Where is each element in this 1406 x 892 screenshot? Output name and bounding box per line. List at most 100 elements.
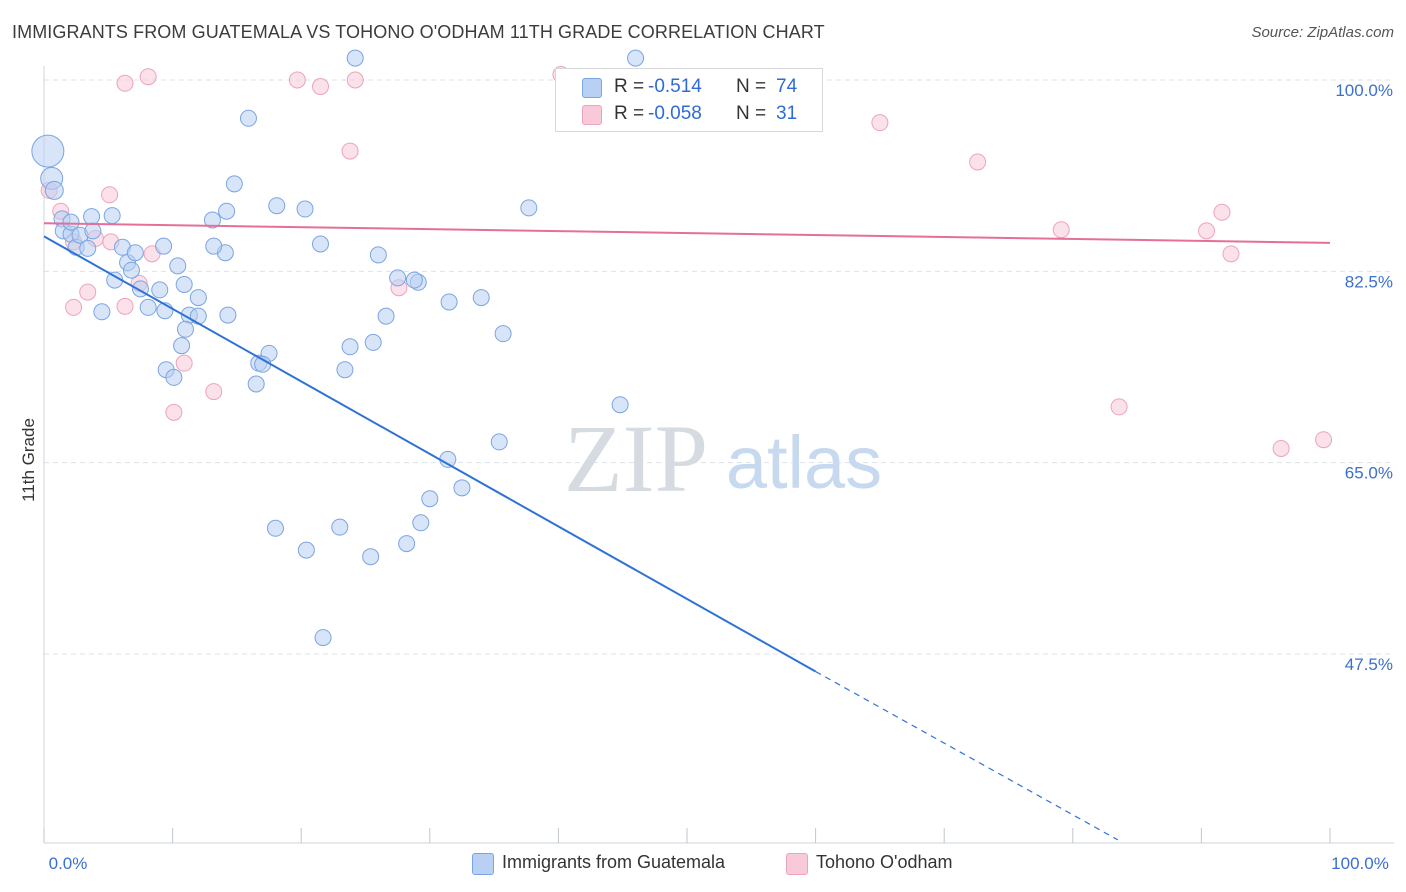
trend-layer xyxy=(43,222,1331,841)
guatemala-point xyxy=(453,479,471,497)
guatemala-point xyxy=(225,175,243,193)
tohono-point xyxy=(65,298,83,316)
guatemala-point xyxy=(189,289,207,307)
tohono-point xyxy=(205,383,223,401)
guatemala-point xyxy=(84,222,102,240)
guatemala-point xyxy=(296,200,314,218)
blue-points-layer xyxy=(31,49,665,647)
tohono-point xyxy=(1272,439,1290,457)
guatemala-point xyxy=(494,325,512,343)
guatemala-point xyxy=(203,211,221,229)
guatemala-point xyxy=(62,213,80,231)
legend-n-value: 31 xyxy=(776,103,798,124)
y-tick-label: 100.0% xyxy=(1335,81,1393,100)
guatemala-point xyxy=(311,235,329,253)
tohono-point xyxy=(116,74,134,92)
x-tick-label-right: 100.0% xyxy=(1331,854,1389,873)
legend-label-guatemala: Immigrants from Guatemala xyxy=(502,852,726,872)
legend-swatch-blue xyxy=(472,853,494,875)
guatemala-point xyxy=(175,275,193,293)
guatemala-point xyxy=(31,134,65,168)
tohono-point xyxy=(288,71,306,89)
watermark-atlas: atlas xyxy=(726,421,882,504)
guatemala-point xyxy=(173,337,191,355)
legend-label-tohono: Tohono O'odham xyxy=(816,852,953,872)
guatemala-point xyxy=(405,271,423,289)
guatemala-point xyxy=(205,237,223,255)
tohono-point xyxy=(1213,203,1231,221)
guatemala-point xyxy=(44,180,64,200)
watermark: ZIP atlas xyxy=(564,405,882,512)
watermark-zip: ZIP xyxy=(564,405,708,512)
guatemala-point xyxy=(139,298,157,316)
guatemala-point xyxy=(421,490,439,508)
guatemala-point xyxy=(83,208,101,226)
guatemala-point xyxy=(165,368,183,386)
tohono-point xyxy=(1198,222,1216,240)
guatemala-point xyxy=(472,289,490,307)
guatemala-point xyxy=(331,518,349,536)
legend-row-guatemala: R = -0.514 N = 74 xyxy=(556,74,822,102)
legend-n-label: N = xyxy=(736,103,767,124)
legend-r-value: -0.514 xyxy=(648,76,702,97)
guatemala-point xyxy=(79,239,97,257)
guatemala-point xyxy=(151,281,169,299)
tohono-point xyxy=(101,186,119,204)
tohono-point xyxy=(871,114,889,132)
tohono-point xyxy=(1110,398,1128,416)
tohono-point xyxy=(1052,221,1070,239)
tohono-point xyxy=(79,283,97,301)
tohono-point xyxy=(311,78,329,96)
chart-title: IMMIGRANTS FROM GUATEMALA VS TOHONO O'OD… xyxy=(12,22,825,42)
legend-r-label: R = xyxy=(614,76,645,97)
legend-swatch-pink xyxy=(582,105,602,125)
source-label: Source: ZipAtlas.com xyxy=(1251,24,1394,41)
y-axis-title: 11th Grade xyxy=(19,418,38,502)
tohono-point xyxy=(1222,245,1240,263)
guatemala-point xyxy=(490,433,508,451)
guatemala-point xyxy=(364,333,382,351)
grid-layer xyxy=(44,79,1394,655)
guatemala-point xyxy=(412,514,430,532)
y-tick-label: 47.5% xyxy=(1345,655,1393,674)
guatemala-point xyxy=(398,535,416,553)
guatemala-point xyxy=(611,396,629,414)
tohono-point xyxy=(175,354,193,372)
guatemala-point xyxy=(103,207,121,225)
guatemala-point xyxy=(314,629,332,647)
tohono-point xyxy=(341,142,359,160)
tohono-point xyxy=(165,403,183,421)
legend-n-label: N = xyxy=(736,76,767,97)
legend-swatch-blue xyxy=(582,78,602,98)
guatemala-point xyxy=(440,293,458,311)
guatemala-point xyxy=(239,109,257,127)
guatemala-point xyxy=(155,237,173,255)
tohono-point xyxy=(346,71,364,89)
x-tick-label-left: 0.0% xyxy=(49,854,88,873)
tohono-point xyxy=(139,68,157,86)
stats-legend: R = -0.514 N = 74 R = -0.058 N = 31 xyxy=(555,68,823,132)
tohono-point xyxy=(116,297,134,315)
y-tick-label: 82.5% xyxy=(1345,272,1393,291)
tohono-point xyxy=(969,153,987,171)
axes-layer xyxy=(43,66,1394,844)
guatemala-point xyxy=(377,307,395,325)
tohono-trend-line xyxy=(43,222,1331,244)
guatemala-point xyxy=(189,307,207,325)
legend-r-value: -0.058 xyxy=(648,103,702,124)
legend-n-value: 74 xyxy=(776,76,798,97)
legend-r-label: R = xyxy=(614,103,645,124)
guatemala-point xyxy=(268,197,286,215)
guatemala-point xyxy=(169,257,187,275)
guatemala-point xyxy=(369,246,387,264)
guatemala-point xyxy=(362,548,380,566)
guatemala-point xyxy=(389,269,407,287)
guatemala-trend-extension xyxy=(815,670,1119,841)
guatemala-point xyxy=(627,49,645,67)
guatemala-point xyxy=(176,320,194,338)
guatemala-point xyxy=(520,199,538,217)
y-tick-label: 65.0% xyxy=(1345,464,1393,483)
guatemala-point xyxy=(122,261,140,279)
guatemala-trend-line xyxy=(43,235,817,673)
